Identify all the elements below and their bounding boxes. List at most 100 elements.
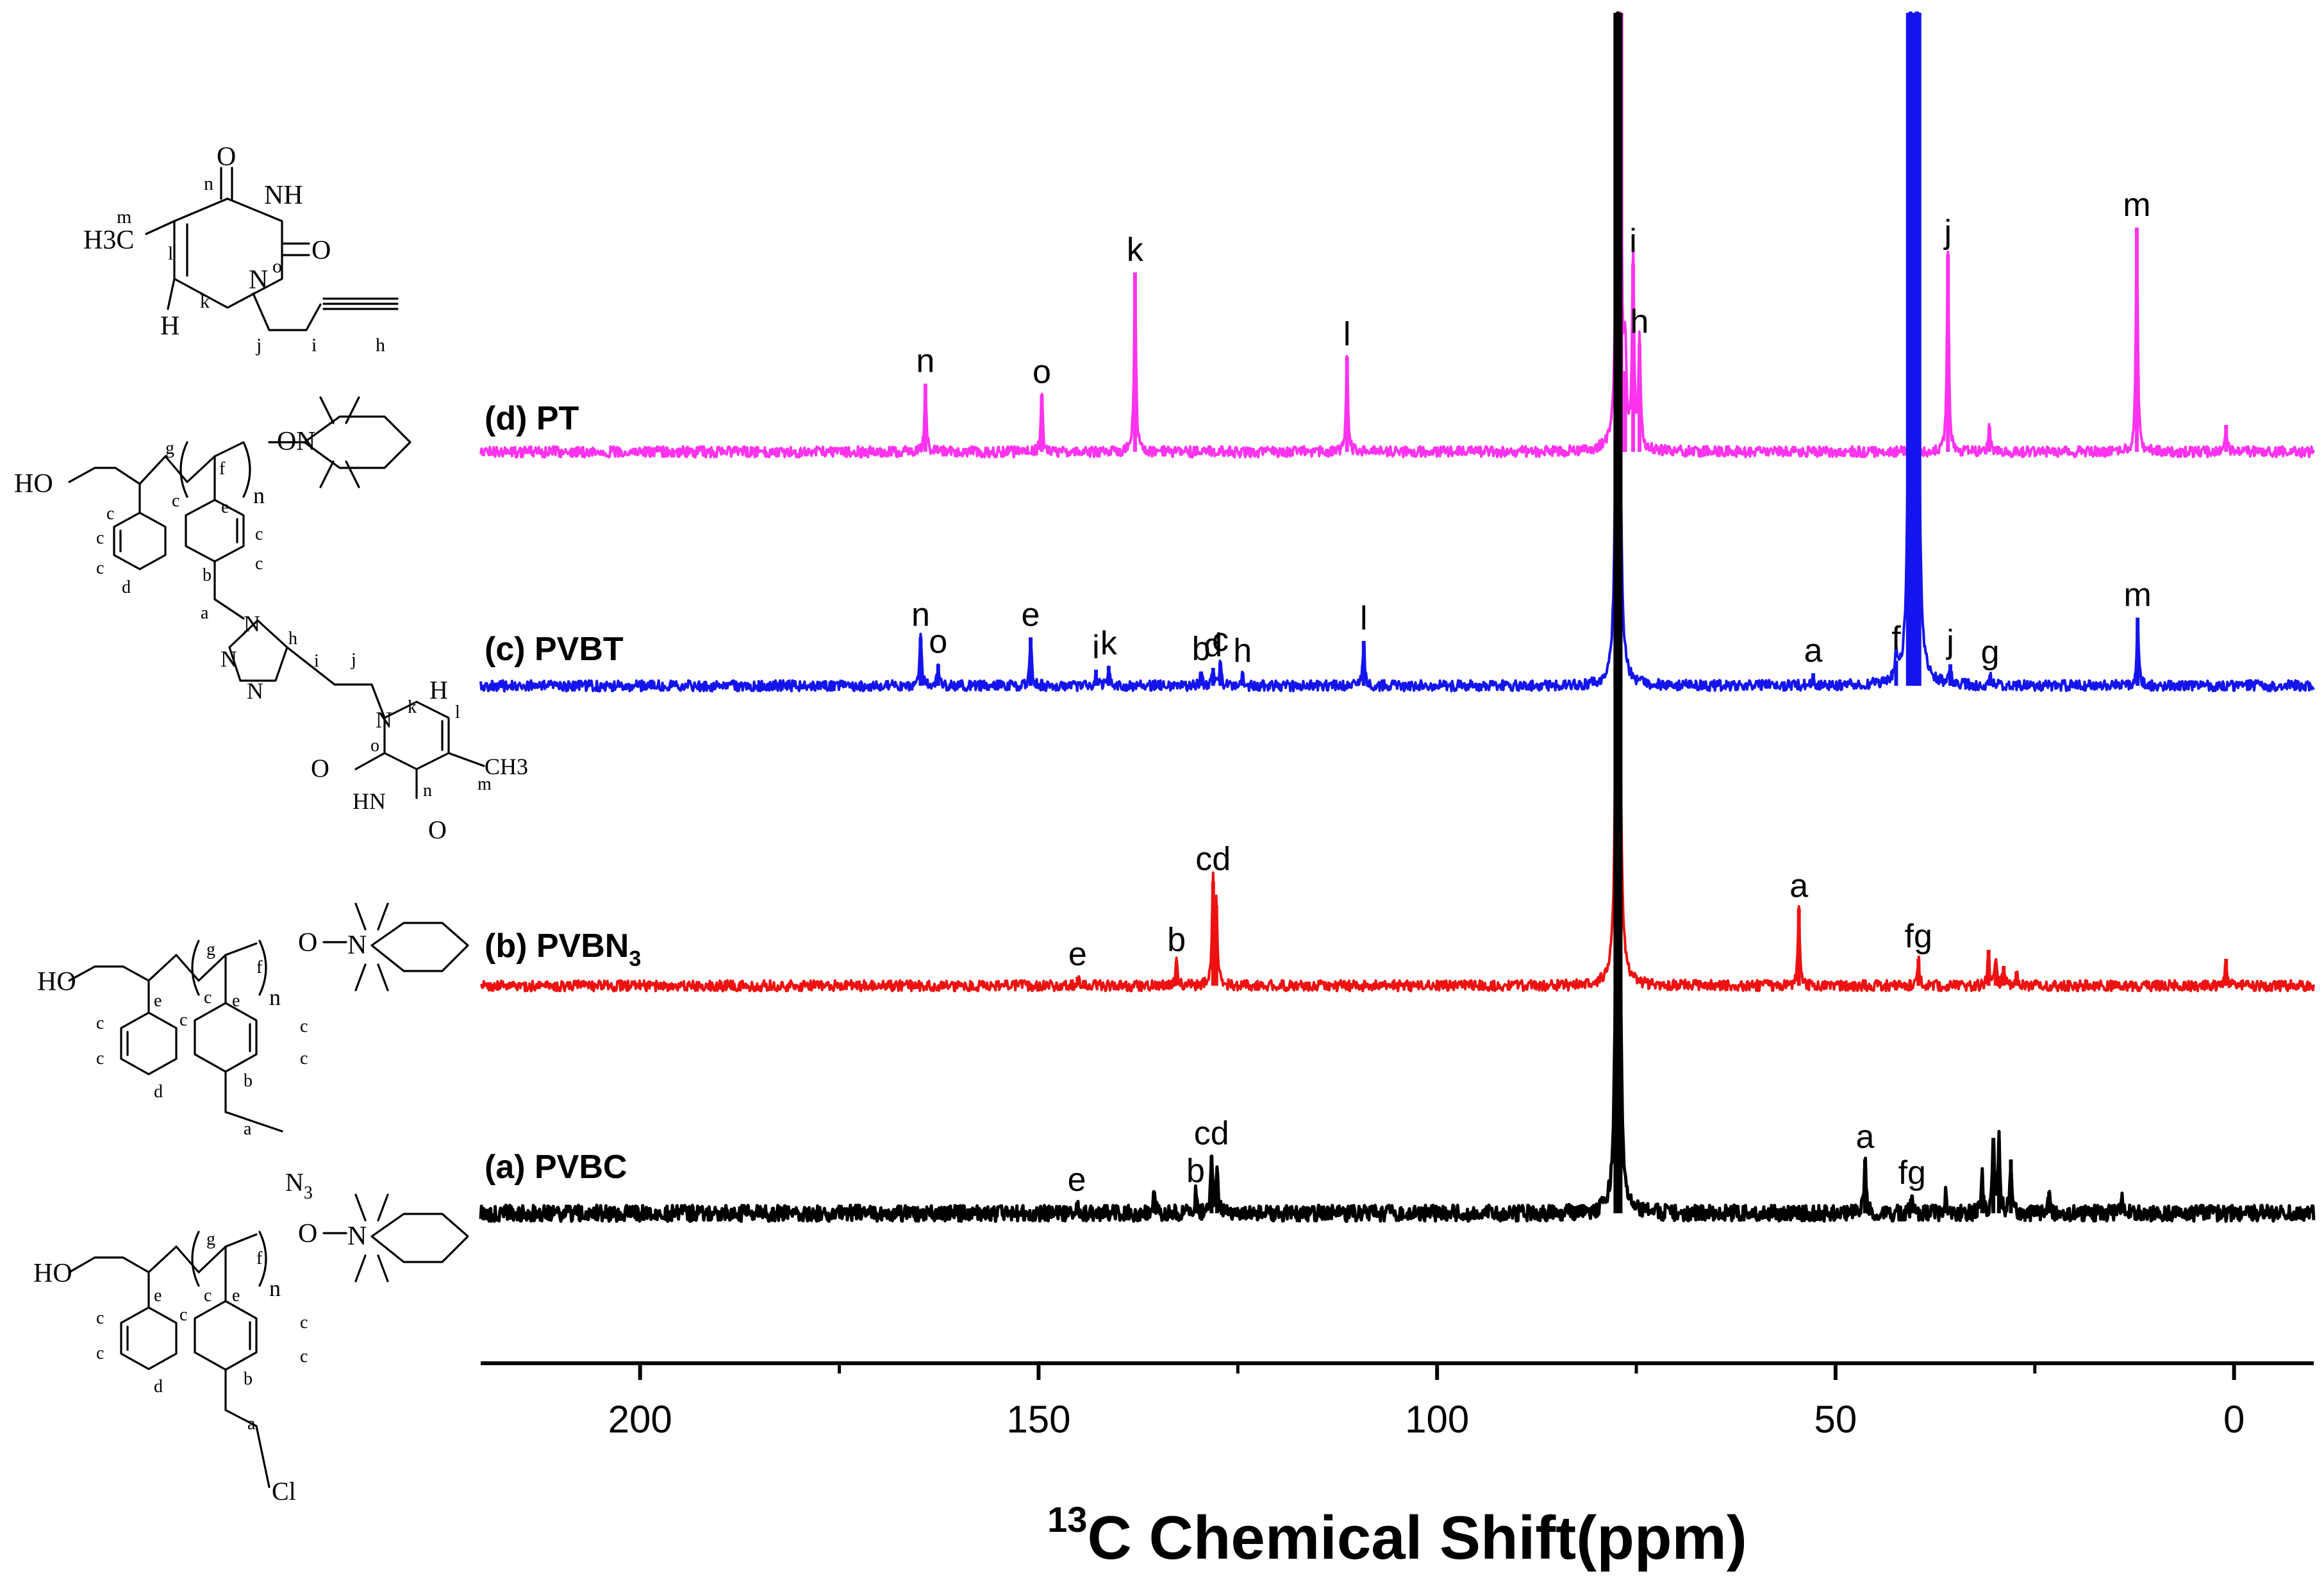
pvbt-locant-e: e xyxy=(221,497,229,517)
peak-label-0-3: l xyxy=(1343,316,1351,353)
peak-label-1-0: n xyxy=(911,596,930,633)
peak-label-3-0: e xyxy=(1068,1161,1086,1199)
pvbn3-atom-n-tempo: N xyxy=(347,931,367,960)
pvbc-atom-o: O xyxy=(298,1219,317,1249)
pvbt-locant-m: m xyxy=(477,774,492,794)
pvbn3-locant-c3: c xyxy=(179,1010,187,1030)
pvbc-locant-e2: e xyxy=(232,1286,240,1306)
pvbn3-locant-g: g xyxy=(206,940,215,959)
structure-pvbc: HO O N Cl n g f e e c c c c c c d b a xyxy=(33,1193,469,1506)
peak-label-1-8: h xyxy=(1233,632,1252,669)
peak-label-1-6: d xyxy=(1204,627,1222,664)
pvbt-locant-j: j xyxy=(351,650,356,670)
peak-label-1-1: o xyxy=(929,623,947,660)
pvbt-locant-c2: c xyxy=(96,528,104,548)
peak-label-1-17: m xyxy=(2124,577,2152,614)
spectrum-traces xyxy=(479,11,2316,1224)
pvbt-locant-h: h xyxy=(288,629,297,649)
pt-atom-o-right: O xyxy=(311,236,331,265)
peak-label-0-6: i xyxy=(1629,222,1637,260)
pvbt-locant-l: l xyxy=(455,702,460,722)
pvbt-locant-c6: c xyxy=(255,554,263,574)
spectrum-trace-1 xyxy=(479,12,2315,693)
pvbt-atom-h: H xyxy=(429,676,448,704)
peak-label-1-16: g xyxy=(1981,634,2000,671)
pvbt-atom-ho: HO xyxy=(14,469,53,499)
pvbc-locant-c1: c xyxy=(96,1308,104,1328)
pt-locant-l: l xyxy=(168,243,173,264)
peak-label-1-12: f xyxy=(1891,620,1901,657)
pt-locant-j: j xyxy=(256,335,261,356)
pvbt-locant-c1: c xyxy=(106,504,114,524)
pvbt-atom-n-thy: N xyxy=(376,707,392,733)
chemical-structures: O NH O H3C N H n m o l k j i h xyxy=(14,142,528,1506)
pt-locant-h: h xyxy=(376,335,385,356)
pvbn3-atom-ho: HO xyxy=(37,967,76,997)
pvbt-locant-f: f xyxy=(219,459,226,479)
pvbc-subscript-n: n xyxy=(269,1275,281,1301)
pt-locant-k: k xyxy=(200,291,210,312)
pvbc-locant-b: b xyxy=(244,1369,253,1389)
pvbc-locant-c3: c xyxy=(179,1305,187,1325)
x-tick-label-50: 50 xyxy=(1814,1398,1857,1441)
pvbc-locant-c4: c xyxy=(204,1286,212,1306)
peak-label-3-7: fg xyxy=(1898,1154,1926,1191)
peak-label-3-6: a xyxy=(1855,1118,1874,1156)
peak-label-3-2: b xyxy=(1186,1152,1205,1190)
x-tick-label-0: 0 xyxy=(2223,1398,2245,1441)
peak-label-2-5: a xyxy=(1789,868,1808,905)
pvbt-locant-g: g xyxy=(165,438,174,458)
pvbc-locant-c6: c xyxy=(300,1347,308,1366)
spectrum-trace-2 xyxy=(480,12,2315,993)
pvbn3-atom-n3: N3 xyxy=(285,1168,313,1203)
pvbc-locant-a: a xyxy=(247,1414,256,1434)
pvbt-atom-hn: HN xyxy=(353,788,386,814)
x-axis-title-sup: 13 xyxy=(1047,1499,1087,1540)
pvbt-atom-o-bottom: O xyxy=(428,815,447,844)
pvbn3-azide-n: N xyxy=(285,1168,304,1197)
pvbc-atom-cl: Cl xyxy=(272,1477,296,1506)
peak-label-1-11: a xyxy=(1804,632,1823,669)
pvbt-locant-c3: c xyxy=(96,558,104,578)
peak-label-2-6: fg xyxy=(1905,918,1932,955)
peak-label-1-5: b xyxy=(1192,631,1211,668)
x-axis: 200 150 100 50 0 13C Chemical Shift(ppm) xyxy=(481,1361,2314,1572)
series-label-pt: (d) PT xyxy=(485,400,579,437)
pvbt-atom-n2: N xyxy=(220,646,237,672)
pvbc-locant-g: g xyxy=(206,1229,215,1249)
pvbt-locant-k: k xyxy=(408,697,417,717)
series-label-pvbt: (c) PVBT xyxy=(485,631,624,668)
peak-label-1-4: k xyxy=(1100,625,1118,662)
pvbt-atom-n3: N xyxy=(247,678,263,704)
peak-label-1-2: e xyxy=(1022,596,1040,633)
pt-locant-n: n xyxy=(204,173,213,194)
pvbt-locant-a: a xyxy=(201,603,209,623)
peak-label-0-2: k xyxy=(1127,231,1144,269)
pvbt-locant-i: i xyxy=(314,651,319,671)
spectrum-trace-0 xyxy=(479,12,2315,459)
pvbt-locant-c4: c xyxy=(172,491,179,511)
series-label-pvbc: (a) PVBC xyxy=(485,1149,627,1186)
pvbn3-locant-d: d xyxy=(154,1082,163,1102)
pt-atom-nh: NH xyxy=(264,181,303,210)
pvbn3-subscript-n: n xyxy=(269,984,281,1010)
pvbt-locant-n: n xyxy=(423,781,432,801)
series-labels: (d) PT (c) PVBT (b) PVBN3 (a) PVBC xyxy=(485,400,641,1186)
x-tick-label-150: 150 xyxy=(1006,1398,1070,1441)
pvbt-atom-n1: N xyxy=(244,611,260,636)
pvbt-subscript-n: n xyxy=(253,483,265,508)
pvbn3-locant-c4: c xyxy=(204,988,212,1008)
pvbn3-azide-sub: 3 xyxy=(304,1183,313,1203)
pvbn3-locant-b: b xyxy=(244,1071,253,1091)
x-tick-label-200: 200 xyxy=(608,1398,672,1441)
pvbc-locant-e1: e xyxy=(154,1286,162,1306)
peak-label-1-9: l xyxy=(1360,600,1368,637)
structure-pvbn3: HO O N N3 n g f e e c c c c c c d b a xyxy=(37,902,469,1203)
peak-label-2-2: cd xyxy=(1195,841,1231,878)
pt-atom-h3c: H3C xyxy=(83,226,134,255)
x-ticks: 200 150 100 50 0 xyxy=(608,1363,2245,1441)
structure-pvbt: HO O N N N N N O HN O H CH3 n g f e c c … xyxy=(14,396,528,844)
pvbt-locant-b: b xyxy=(203,565,212,585)
